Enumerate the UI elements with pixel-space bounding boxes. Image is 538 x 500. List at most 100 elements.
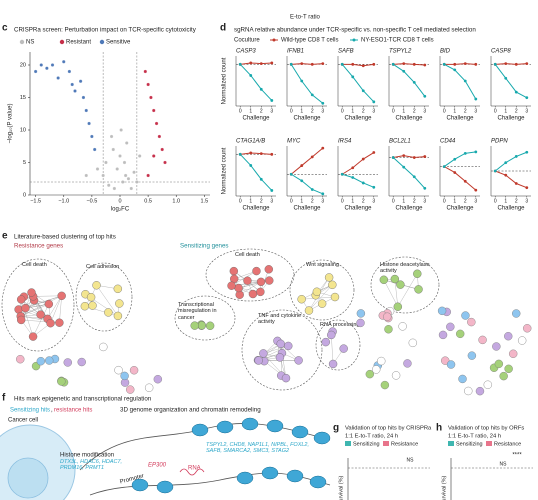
point [412,62,416,66]
network-node [115,299,124,308]
legend-label: NY-ESO1-TCR CD8 T cells [361,38,434,44]
series-line [392,157,426,189]
legend-marker [352,38,356,42]
network-node [446,322,455,332]
point [33,69,38,74]
legend-swatch [486,441,492,446]
point [111,147,115,152]
network-node [441,356,450,365]
x-tick-label: −1.5 [30,198,41,204]
cluster-label-box: Cell death [22,262,47,268]
cluster-label-box: Cell adhesion [86,264,119,270]
panel-letter: e [2,231,8,242]
x-tick-label: 1 [300,108,303,114]
annotation: **** [512,453,522,459]
nucleosome [216,420,234,434]
cluster-label: TNF and cytokine activity [258,313,302,326]
network-node [36,310,45,319]
network-node [321,337,330,347]
cluster-label: Cell death [22,262,47,268]
x-tick-label: 1 [453,108,456,114]
point [372,100,376,104]
network-node [384,325,393,334]
legend-label: Sensitizing hits [10,408,50,414]
network-node [312,287,322,296]
network-node [16,315,26,325]
series-line [240,152,272,155]
network-node [254,356,263,365]
network-edge [308,284,333,311]
point [474,188,478,192]
panel-title: Hits mark epigenetic and transcriptional… [14,396,152,403]
panel-title: CRISPRa screen: Perturbation impact on T… [14,27,197,34]
nucleosome [131,478,149,492]
x-tick-label: 1 [351,198,354,204]
network-node [499,371,508,381]
point [321,146,325,150]
series-line [239,153,273,191]
point [391,62,395,66]
legend-label: Sensitizing [353,441,380,447]
x-tick-label: 0 [341,198,344,204]
x-tick-label: 3 [474,198,477,204]
network-node [461,311,470,320]
point [514,90,518,94]
nucleosome [156,480,174,494]
network-node [403,359,412,368]
annotation: NS [407,457,415,463]
x-tick-label: 3 [525,108,528,114]
point [310,93,314,97]
network-node [383,312,392,321]
panel-title: Literature-based clustering of top hits [14,234,116,241]
network-node [126,385,135,394]
x-tick-label: 2 [464,198,467,204]
cluster-outline [370,256,440,314]
x-tick-label: 0 [239,198,242,204]
network-node [113,284,123,294]
x-axis-label: Challenge [242,116,270,122]
cluster-label-box: RNA processing [320,322,359,328]
legend-title: Coculture [234,38,260,44]
point [391,156,395,159]
y-axis-label: Normalized count [222,57,228,104]
x-tick-label: 1 [300,198,303,204]
x-tick-label: 1 [453,198,456,204]
x-tick-label: 1 [351,108,354,114]
point [107,183,111,187]
point [238,152,242,156]
legend-label: Resistance [494,441,521,447]
plot-title: SAFB [338,49,354,55]
x-axis-label: Challenge [293,206,321,212]
y-axis-label: survival (%) [338,475,344,500]
x-axis-label: Challenge [446,116,474,122]
cluster-label: Histone deacetylase activity [380,262,430,275]
x-tick-label: 2 [515,198,518,204]
network-node [284,341,293,351]
network-node [328,359,338,369]
x-axis-label: Challenge [395,206,423,212]
gene-list: DTX3L, HDAC6, HDAC7, PRDM16, PRMT1 [60,459,123,472]
network-node [324,273,334,282]
point [249,151,253,155]
legend-marker [19,39,25,45]
network-node [88,301,97,310]
point [122,160,127,165]
point [78,79,83,83]
point [157,134,162,139]
network-node [243,276,252,285]
cluster-outline [174,295,236,341]
point [361,64,365,68]
network-node [379,275,389,284]
network-node [492,342,501,351]
x-tick-label: 0 [494,198,497,204]
network-node [297,295,306,304]
point [270,152,274,156]
nucleosome [241,417,259,431]
network-node [234,283,243,293]
point [118,154,122,158]
series-line [342,173,374,188]
x-axis-label: Challenge [497,206,525,212]
x-tick-label: 0 [443,108,446,114]
point [402,165,406,169]
network-node [339,344,348,353]
